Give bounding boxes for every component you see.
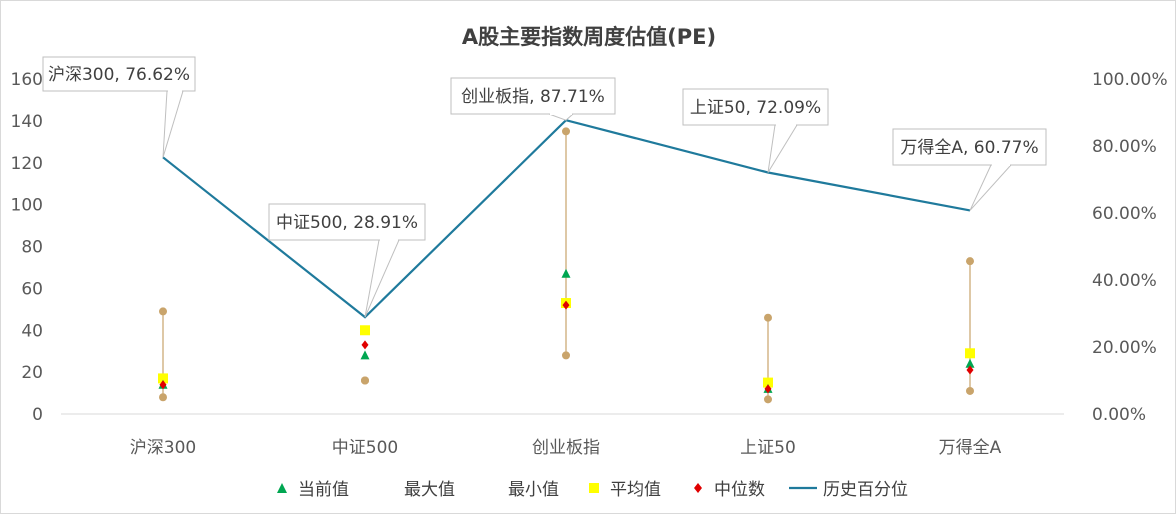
avg-point — [158, 373, 168, 384]
category-axis: 沪深300 中证500 创业板指 上证50 万得全A — [130, 438, 1002, 458]
chart-title: A股主要指数周度估值(PE) — [462, 25, 716, 49]
left-tick-label: 120 — [11, 154, 43, 174]
left-tick-label: 0 — [32, 405, 43, 425]
left-tick-label: 140 — [11, 112, 43, 132]
current-point — [360, 350, 370, 360]
min-point — [966, 386, 974, 395]
min-point — [361, 376, 369, 385]
legend-label: 平均值 — [610, 480, 661, 500]
legend-swatch-current — [277, 483, 287, 493]
max-point — [966, 257, 974, 266]
left-axis: 0 20 40 60 80 100 120 140 160 — [11, 70, 1064, 425]
max-point — [764, 313, 772, 322]
avg-point — [763, 377, 773, 388]
right-tick-label: 0.00% — [1092, 405, 1146, 425]
category-label: 万得全A — [939, 438, 1002, 458]
callout-pointer — [767, 124, 798, 173]
callout-label: 万得全A, 60.77% — [900, 138, 1038, 158]
callout-box — [268, 203, 426, 241]
callout-pointer — [969, 164, 1013, 211]
callouts: 沪深300, 76.62% 中证500, 28.91% 创业板指, 87.71% 上证… — [42, 56, 1047, 318]
median-point — [361, 340, 369, 350]
min-point — [764, 395, 772, 404]
left-tick-label: 20 — [21, 363, 43, 383]
right-tick-label: 80.00% — [1092, 137, 1157, 157]
right-tick-label: 60.00% — [1092, 204, 1157, 224]
left-tick-label: 100 — [11, 196, 43, 216]
right-tick-label: 100.00% — [1092, 70, 1168, 90]
callout-label: 创业板指, 87.71% — [461, 87, 605, 107]
median-point — [764, 384, 772, 394]
category-label: 沪深300 — [130, 438, 196, 458]
avg-point — [360, 325, 370, 336]
legend: 当前值 最大值 最小值 平均值 中位数 历史百分位 — [277, 480, 908, 500]
callout-label: 沪深300, 76.62% — [48, 65, 190, 85]
category-label: 中证500 — [332, 438, 398, 458]
median-point — [966, 365, 974, 375]
legend-label: 中位数 — [714, 480, 765, 500]
legend-swatch-average — [589, 483, 599, 493]
callout-box — [682, 88, 829, 126]
right-tick-label: 20.00% — [1092, 338, 1157, 358]
min-point — [562, 351, 570, 360]
callout-label: 上证50, 72.09% — [690, 98, 821, 118]
max-point — [562, 127, 570, 136]
callout-pointer — [162, 90, 184, 158]
legend-label: 当前值 — [298, 480, 349, 500]
current-point — [965, 358, 975, 368]
current-point — [561, 268, 571, 278]
max-point — [159, 307, 167, 316]
left-tick-label: 80 — [21, 238, 43, 258]
left-tick-label: 40 — [21, 321, 43, 341]
left-tick-label: 160 — [11, 70, 43, 90]
legend-label: 最小值 — [508, 480, 559, 500]
left-tick-label: 60 — [21, 279, 43, 299]
category-label: 上证50 — [740, 438, 796, 458]
callout-box — [892, 128, 1047, 166]
legend-label: 最大值 — [404, 480, 455, 500]
median-point — [562, 300, 570, 310]
markers — [158, 127, 975, 404]
avg-point — [965, 348, 975, 359]
min-point — [159, 393, 167, 402]
legend-swatch-median — [694, 483, 702, 493]
right-tick-label: 40.00% — [1092, 271, 1157, 291]
legend-label: 历史百分位 — [823, 480, 908, 500]
category-label: 创业板指 — [532, 438, 600, 458]
median-point — [159, 380, 167, 390]
callout-pointer — [364, 239, 400, 318]
right-axis: 0.00% 20.00% 40.00% 60.00% 80.00% 100.00% — [1092, 70, 1168, 425]
callout-label: 中证500, 28.91% — [276, 213, 418, 233]
callout-box — [450, 77, 616, 115]
callout-box — [42, 56, 196, 92]
